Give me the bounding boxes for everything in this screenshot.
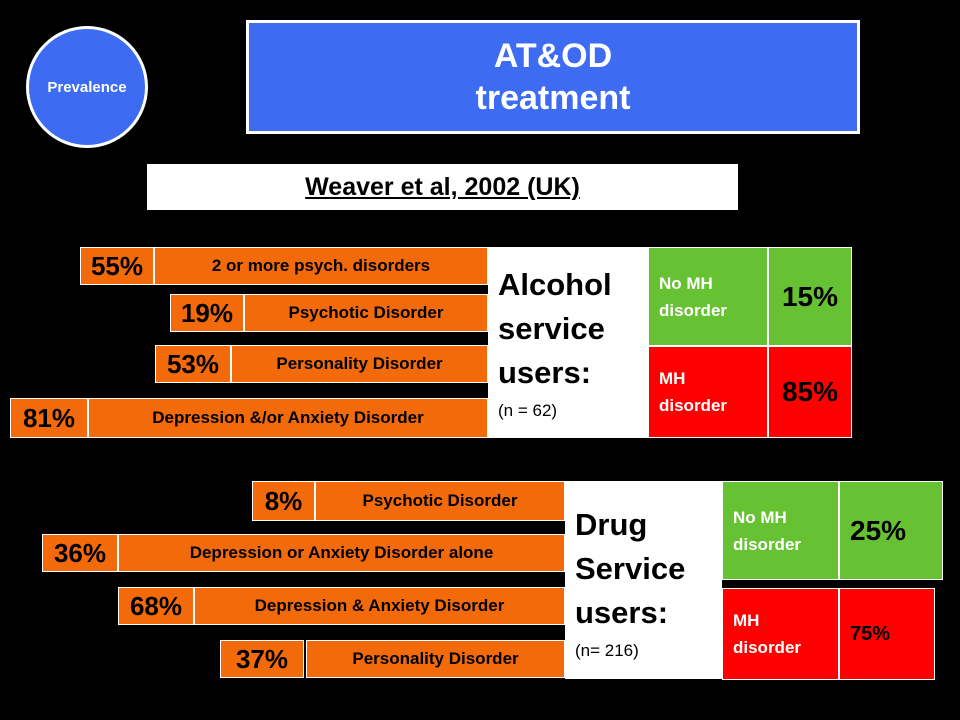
- prevalence-badge: Prevalence: [26, 26, 148, 148]
- alcohol-label-1: 2 or more psych. disorders: [154, 247, 488, 285]
- drug-no-mh-line-2: disorder: [733, 534, 802, 554]
- reference-citation: Weaver et al, 2002 (UK): [147, 164, 738, 210]
- alcohol-no-mh-pct: 15%: [768, 247, 852, 346]
- alcohol-no-mh-line-1: No MH: [659, 273, 713, 293]
- alcohol-heading-2: service: [498, 311, 605, 346]
- alcohol-mh-line-2: disorder: [659, 396, 728, 415]
- drug-mh-pct: 75%: [839, 588, 935, 680]
- drug-no-mh-line-1: No MH: [733, 507, 787, 527]
- title-box: AT&OD treatment: [246, 20, 860, 134]
- drug-heading-3: users:: [575, 595, 669, 630]
- drug-pct-4: 37%: [220, 640, 304, 678]
- drug-label-2: Depression or Anxiety Disorder alone: [118, 534, 565, 572]
- title-line-1: AT&OD: [493, 37, 613, 75]
- alcohol-heading-1: Alcohol: [498, 267, 612, 302]
- drug-pct-2: 36%: [42, 534, 118, 572]
- alcohol-label-2: Psychotic Disorder: [244, 294, 488, 332]
- drug-mh-label: MH disorder: [722, 588, 839, 680]
- prevalence-label: Prevalence: [47, 78, 127, 96]
- alcohol-heading-3: users:: [498, 355, 592, 390]
- alcohol-pct-1: 55%: [80, 247, 154, 285]
- alcohol-mh-line-1: MH: [659, 369, 686, 388]
- drug-mh-line-1: MH: [733, 611, 760, 630]
- alcohol-mh-pct: 85%: [768, 346, 852, 438]
- drug-pct-3: 68%: [118, 587, 194, 625]
- title-line-2: treatment: [475, 79, 631, 117]
- alcohol-mh-label: MH disorder: [648, 346, 768, 438]
- alcohol-n: (n = 62): [498, 401, 558, 420]
- drug-users-heading: Drug Service users: (n= 216): [565, 481, 722, 679]
- drug-label-3: Depression & Anxiety Disorder: [194, 587, 565, 625]
- alcohol-no-mh-line-2: disorder: [659, 300, 728, 320]
- alcohol-pct-4: 81%: [10, 398, 88, 438]
- drug-n: (n= 216): [575, 641, 639, 660]
- drug-no-mh-label: No MH disorder: [722, 481, 839, 580]
- drug-heading-2: Service: [575, 551, 686, 586]
- alcohol-label-3: Personality Disorder: [231, 345, 488, 383]
- drug-pct-1: 8%: [252, 481, 315, 521]
- drug-label-4: Personality Disorder: [306, 640, 565, 678]
- alcohol-label-4: Depression &/or Anxiety Disorder: [88, 398, 488, 438]
- alcohol-users-heading: Alcohol service users: (n = 62): [488, 247, 648, 438]
- drug-heading-1: Drug: [575, 507, 648, 542]
- alcohol-pct-3: 53%: [155, 345, 231, 383]
- alcohol-no-mh-label: No MH disorder: [648, 247, 768, 346]
- alcohol-pct-2: 19%: [170, 294, 244, 332]
- drug-label-1: Psychotic Disorder: [315, 481, 565, 521]
- drug-no-mh-pct: 25%: [839, 481, 943, 580]
- drug-mh-line-2: disorder: [733, 638, 802, 657]
